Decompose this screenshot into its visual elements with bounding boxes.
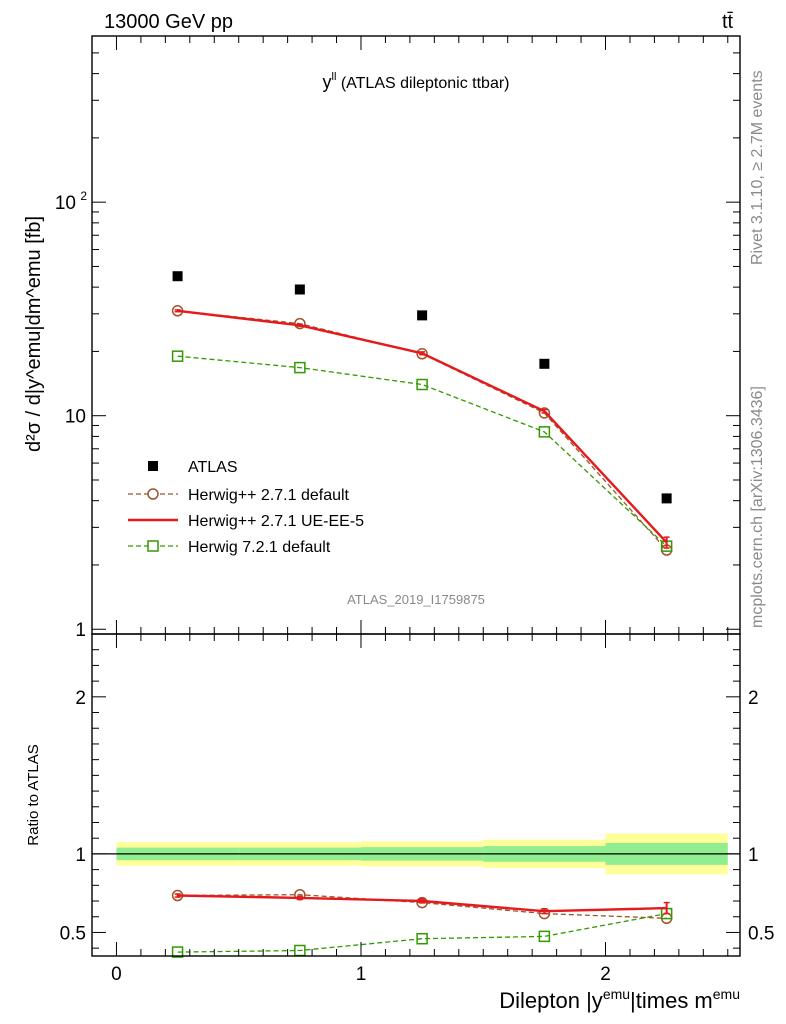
main-herwig7-default-marker <box>416 378 428 391</box>
ratio-panel: 0.5 0.5 1 1 2 2 0 1 2 Ratio to ATLAS Dilepton |y… <box>25 633 774 1013</box>
x-tick-label: 1 <box>356 964 367 985</box>
legend-entry-label: ATLAS <box>188 459 238 476</box>
main-herwig7-default-line <box>177 355 668 547</box>
main-y-axis-label: d²σ / d|y^emu|dm^emu [fb] <box>23 216 45 452</box>
x-tick-label: 0 <box>111 964 122 985</box>
ratio-herwig7-default-marker <box>171 946 184 958</box>
main-atlas-point <box>172 271 183 282</box>
main-panel: 1 10 10 2 yll (ATLAS dileptonic ttbar) ATLA… <box>23 35 741 641</box>
ratio-y-tick-label-right: 0.5 <box>748 923 774 944</box>
ratio-y-tick-label-right: 1 <box>748 845 759 866</box>
ratio-y-tick-label-right: 2 <box>748 688 759 709</box>
main-herwig7-default-marker <box>538 426 551 438</box>
y-tick-label: 10 <box>65 407 86 428</box>
ratio-herwig7-default-line <box>177 912 667 953</box>
ratio-y-axis-label: Ratio to ATLAS <box>25 744 42 845</box>
legend-entry-label: Herwig++ 2.7.1 default <box>188 487 350 504</box>
legend-square-marker <box>147 540 159 552</box>
analysis-watermark: ATLAS_2019_I1759875 <box>347 592 485 607</box>
main-herwig7-default-marker <box>171 350 184 362</box>
main-herwig7-default-marker <box>294 361 306 374</box>
ratio-y-tick-label: 1 <box>75 845 86 866</box>
ratio-y-tick-label: 2 <box>75 688 86 709</box>
legend-entry-label: Herwig++ 2.7.1 UE-EE-5 <box>188 513 364 530</box>
y-tick-label: 10 <box>55 193 76 214</box>
ratio-frame <box>91 633 741 957</box>
main-atlas-point <box>417 310 428 321</box>
main-herwigpp-default-marker <box>538 407 551 419</box>
ratio-herwig7-default-marker <box>538 930 551 943</box>
y-tick-label-exponent: 2 <box>80 189 87 203</box>
y-tick-label: 1 <box>75 620 86 641</box>
legend-circle-marker <box>147 488 159 500</box>
main-ue-ee5-line <box>177 309 668 544</box>
ratio-y-tick-label: 0.5 <box>60 923 86 944</box>
main-title: yll (ATLAS dileptonic ttbar) <box>323 71 510 92</box>
x-axis-label: Dilepton |yemu|times memu <box>499 986 740 1013</box>
x-tick-label: 2 <box>600 964 611 985</box>
main-herwigpp-default-marker <box>416 348 428 360</box>
ratio-herwig7-default-marker <box>416 932 428 945</box>
header-process: tt̄ <box>722 11 734 33</box>
main-atlas-point <box>539 358 550 369</box>
legend-atlas-marker <box>148 461 158 471</box>
legend: ATLAS Herwig++ 2.7.1 default Herwig++ 2.7.… <box>128 459 364 556</box>
rivet-version-label: Rivet 3.1.10, ≥ 2.7M events <box>749 70 766 265</box>
header-energy: 13000 GeV pp <box>104 11 233 33</box>
main-atlas-point <box>661 493 672 504</box>
legend-entry-label: Herwig 7.2.1 default <box>188 539 331 556</box>
main-atlas-point <box>294 284 305 295</box>
mcplots-label: mcplots.cern.ch [arXiv:1306.3436] <box>749 386 766 628</box>
